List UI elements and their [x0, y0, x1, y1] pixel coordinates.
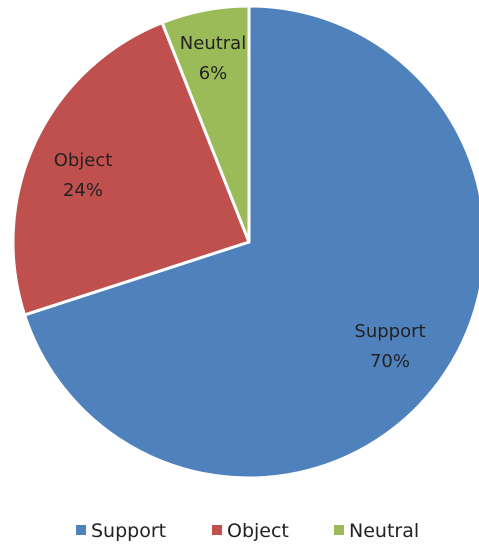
- pie-slice-support: [23, 4, 479, 480]
- slice-labels: Support 70% Object 24% Neutral 6%: [54, 33, 426, 372]
- slice-value-support: 70%: [370, 351, 410, 372]
- slice-label-neutral: Neutral: [180, 33, 246, 54]
- legend: Support Object Neutral: [76, 520, 419, 542]
- pie-slices: [11, 4, 479, 480]
- pie-slice-neutral: [160, 4, 251, 244]
- slice-value-object: 24%: [63, 180, 103, 201]
- legend-label-object: Object: [227, 520, 289, 542]
- legend-swatch-object: [212, 525, 222, 535]
- slice-label-support: Support: [354, 321, 425, 342]
- slice-label-object: Object: [54, 150, 113, 171]
- legend-swatch-support: [76, 525, 86, 535]
- legend-swatch-neutral: [334, 525, 344, 535]
- legend-label-neutral: Neutral: [349, 520, 419, 542]
- legend-label-support: Support: [91, 520, 166, 542]
- slice-value-neutral: 6%: [199, 63, 228, 84]
